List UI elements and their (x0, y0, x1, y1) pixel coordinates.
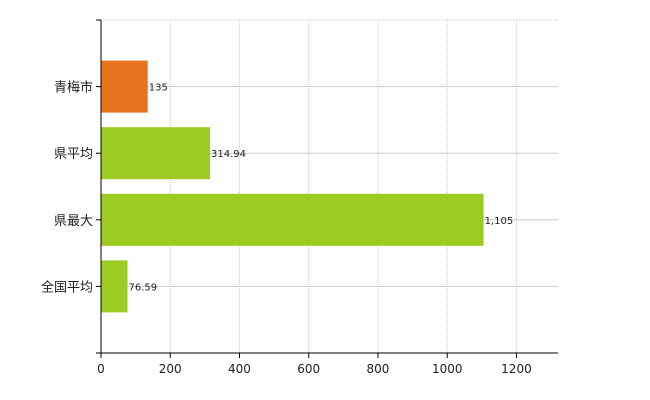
bar (101, 260, 128, 313)
x-tick-label: 600 (297, 362, 320, 376)
axes (96, 19, 558, 358)
grid-lines (101, 19, 558, 353)
bar-series (101, 60, 484, 313)
bar (101, 127, 211, 180)
x-tick-label: 800 (367, 362, 390, 376)
category-label: 県最大 (54, 214, 93, 229)
category-label: 青梅市 (54, 80, 93, 96)
x-tick-label: 0 (97, 362, 105, 376)
category-label: 県平均 (54, 147, 93, 162)
x-tick-label: 1200 (501, 362, 532, 376)
labels: 135 青梅市 314.94 県平均 1,105 県最大 76.59 全国平均 0 200 400 6… (41, 80, 532, 376)
x-tick-label: 200 (159, 362, 182, 376)
bar (101, 193, 484, 246)
data-label: 314.94 (211, 149, 246, 160)
bar (101, 60, 148, 113)
data-label: 1,105 (485, 216, 514, 227)
category-label: 全国平均 (41, 279, 93, 295)
x-tick-label: 400 (228, 362, 251, 376)
data-label: 76.59 (129, 282, 158, 293)
data-label: 135 (149, 83, 168, 94)
x-tick-label: 1000 (432, 362, 463, 376)
